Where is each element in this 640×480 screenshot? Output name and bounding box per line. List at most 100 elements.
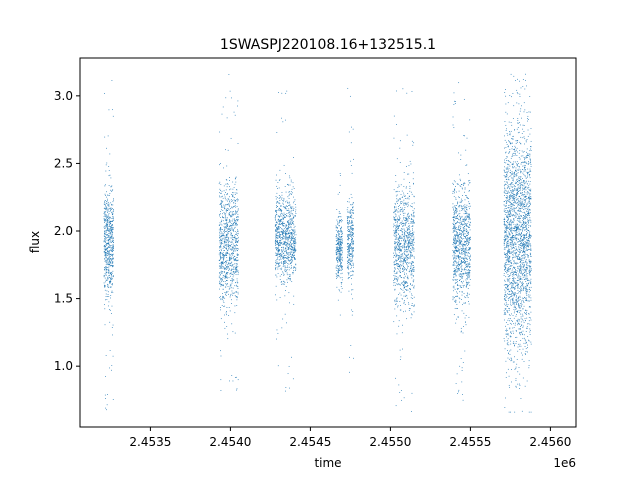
data-point bbox=[227, 225, 229, 227]
data-point bbox=[276, 224, 277, 226]
data-point bbox=[233, 230, 234, 232]
data-point bbox=[406, 203, 407, 205]
data-point bbox=[112, 257, 114, 259]
data-point bbox=[107, 294, 109, 295]
data-point bbox=[513, 207, 515, 209]
data-point bbox=[454, 241, 456, 243]
data-point bbox=[400, 294, 402, 296]
data-point bbox=[408, 243, 409, 245]
data-point bbox=[294, 248, 296, 250]
data-point bbox=[350, 142, 352, 144]
data-point bbox=[105, 216, 107, 218]
data-point bbox=[408, 243, 410, 245]
data-point bbox=[347, 239, 349, 241]
data-point bbox=[293, 208, 295, 209]
data-point bbox=[234, 250, 236, 252]
data-point bbox=[228, 267, 230, 269]
data-point bbox=[232, 254, 234, 256]
data-point bbox=[236, 280, 238, 282]
data-point bbox=[351, 217, 352, 219]
data-point bbox=[406, 232, 408, 234]
data-point bbox=[104, 258, 106, 260]
data-point bbox=[105, 268, 107, 270]
data-point bbox=[455, 207, 456, 209]
data-point bbox=[459, 233, 461, 235]
data-point bbox=[236, 284, 237, 286]
data-point bbox=[349, 253, 351, 255]
data-point bbox=[412, 240, 414, 242]
data-point bbox=[108, 265, 110, 267]
data-point bbox=[287, 220, 289, 222]
data-point bbox=[236, 270, 238, 272]
data-point bbox=[522, 281, 524, 283]
data-point bbox=[222, 296, 224, 298]
data-point bbox=[281, 249, 282, 251]
data-point bbox=[108, 218, 109, 219]
data-point bbox=[276, 229, 277, 231]
data-point bbox=[285, 206, 287, 208]
data-point bbox=[397, 233, 399, 235]
data-point bbox=[231, 242, 233, 244]
data-point bbox=[229, 257, 230, 258]
data-point bbox=[282, 203, 284, 205]
data-point bbox=[236, 199, 238, 200]
data-point bbox=[112, 276, 114, 278]
data-point bbox=[465, 219, 467, 221]
data-point bbox=[456, 292, 458, 294]
data-point bbox=[515, 238, 517, 239]
data-point bbox=[350, 247, 352, 249]
data-point bbox=[111, 220, 113, 222]
data-point bbox=[103, 240, 105, 242]
data-point bbox=[459, 185, 461, 187]
data-point bbox=[468, 182, 470, 184]
data-point bbox=[227, 232, 229, 234]
data-point bbox=[403, 245, 405, 247]
data-point bbox=[230, 214, 232, 216]
data-point bbox=[397, 258, 399, 260]
data-point bbox=[226, 210, 228, 211]
data-point bbox=[397, 227, 399, 229]
data-point bbox=[454, 269, 456, 271]
data-point bbox=[395, 225, 396, 227]
data-point bbox=[236, 250, 238, 252]
data-point bbox=[395, 303, 397, 305]
data-point bbox=[352, 244, 354, 246]
data-point bbox=[276, 197, 278, 198]
data-point bbox=[237, 213, 239, 215]
data-point bbox=[290, 246, 292, 248]
data-point bbox=[348, 236, 350, 238]
data-point bbox=[224, 305, 226, 307]
data-point bbox=[405, 282, 407, 283]
data-point bbox=[226, 165, 228, 167]
data-point bbox=[465, 262, 466, 263]
data-point bbox=[397, 257, 399, 259]
data-point bbox=[409, 241, 411, 243]
data-point bbox=[230, 241, 232, 243]
data-point bbox=[399, 301, 401, 302]
data-point bbox=[352, 238, 353, 240]
data-point bbox=[457, 203, 459, 205]
data-point bbox=[226, 314, 227, 316]
data-point bbox=[403, 228, 405, 230]
data-point bbox=[227, 259, 229, 261]
data-point bbox=[338, 239, 340, 241]
data-point bbox=[106, 283, 108, 285]
data-point bbox=[236, 222, 237, 224]
data-point bbox=[460, 230, 462, 231]
data-point bbox=[287, 267, 289, 268]
data-point bbox=[401, 203, 402, 204]
data-point bbox=[220, 184, 222, 185]
data-point bbox=[341, 266, 343, 268]
data-point bbox=[284, 207, 286, 209]
data-point bbox=[469, 275, 471, 277]
data-point bbox=[281, 223, 283, 224]
data-point bbox=[108, 246, 110, 247]
data-point bbox=[219, 265, 221, 267]
data-point bbox=[105, 237, 107, 238]
data-point bbox=[397, 276, 399, 278]
data-point bbox=[403, 238, 405, 240]
data-point bbox=[393, 226, 395, 228]
data-point bbox=[223, 212, 225, 213]
data-point bbox=[465, 324, 467, 326]
data-point bbox=[223, 250, 225, 252]
